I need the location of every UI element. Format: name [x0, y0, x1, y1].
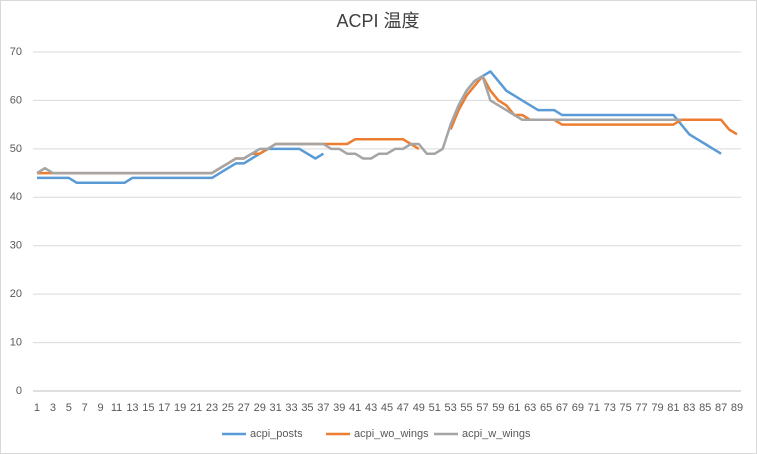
x-tick-label: 55 [460, 402, 472, 414]
x-tick-label: 63 [524, 402, 536, 414]
x-tick-label: 23 [206, 402, 218, 414]
x-tick-label: 89 [731, 402, 743, 414]
x-tick-label: 7 [82, 402, 88, 414]
x-tick-label: 9 [98, 402, 104, 414]
x-tick-label: 29 [254, 402, 266, 414]
x-tick-label: 3 [50, 402, 56, 414]
x-tick-label: 13 [126, 402, 138, 414]
x-tick-label: 79 [651, 402, 663, 414]
x-tick-label: 31 [270, 402, 282, 414]
x-tick-label: 15 [142, 402, 154, 414]
x-tick-label: 73 [604, 402, 616, 414]
x-tick-label: 11 [111, 402, 122, 414]
x-tick-label: 57 [476, 402, 488, 414]
x-tick-label: 53 [445, 402, 457, 414]
y-tick-label: 0 [16, 385, 22, 397]
legend-label: acpi_w_wings [462, 428, 531, 440]
chart-title: ACPI 温度 [336, 11, 419, 31]
y-tick-label: 60 [10, 94, 22, 106]
x-tick-label: 5 [66, 402, 72, 414]
x-tick-label: 1 [34, 402, 40, 414]
x-tick-label: 83 [683, 402, 695, 414]
x-tick-label: 69 [572, 402, 584, 414]
series-line [37, 70, 722, 185]
y-tick-label: 30 [10, 240, 22, 252]
y-tick-label: 10 [10, 336, 22, 348]
x-tick-label: 75 [620, 402, 632, 414]
x-tick-label: 35 [301, 402, 313, 414]
x-tick-label: 51 [429, 402, 441, 414]
x-tick-label: 19 [174, 402, 186, 414]
x-tick-label: 49 [413, 402, 425, 414]
x-tick-label: 47 [397, 402, 409, 414]
x-tick-label: 71 [588, 402, 600, 414]
y-tick-label: 70 [10, 46, 22, 58]
x-tick-label: 81 [667, 402, 679, 414]
x-tick-label: 77 [635, 402, 647, 414]
x-tick-label: 37 [317, 402, 329, 414]
legend-label: acpi_wo_wings [354, 428, 429, 440]
x-tick-label: 27 [238, 402, 250, 414]
y-tick-label: 20 [10, 288, 22, 300]
x-tick-label: 39 [333, 402, 345, 414]
legend-label: acpi_posts [250, 428, 303, 440]
y-tick-label: 50 [10, 143, 22, 155]
x-tick-label: 43 [365, 402, 377, 414]
x-tick-label: 85 [699, 402, 711, 414]
x-tick-label: 61 [508, 402, 520, 414]
x-tick-label: 41 [349, 402, 361, 414]
series-line [36, 74, 682, 175]
x-tick-label: 33 [285, 402, 297, 414]
y-tick-label: 40 [10, 191, 22, 203]
x-tick-label: 59 [492, 402, 504, 414]
x-tick-label: 45 [381, 402, 393, 414]
x-tick-label: 65 [540, 402, 552, 414]
x-tick-label: 87 [715, 402, 727, 414]
x-tick-label: 17 [158, 402, 170, 414]
x-tick-label: 21 [190, 402, 202, 414]
x-tick-label: 67 [556, 402, 568, 414]
x-tick-label: 25 [222, 402, 234, 414]
